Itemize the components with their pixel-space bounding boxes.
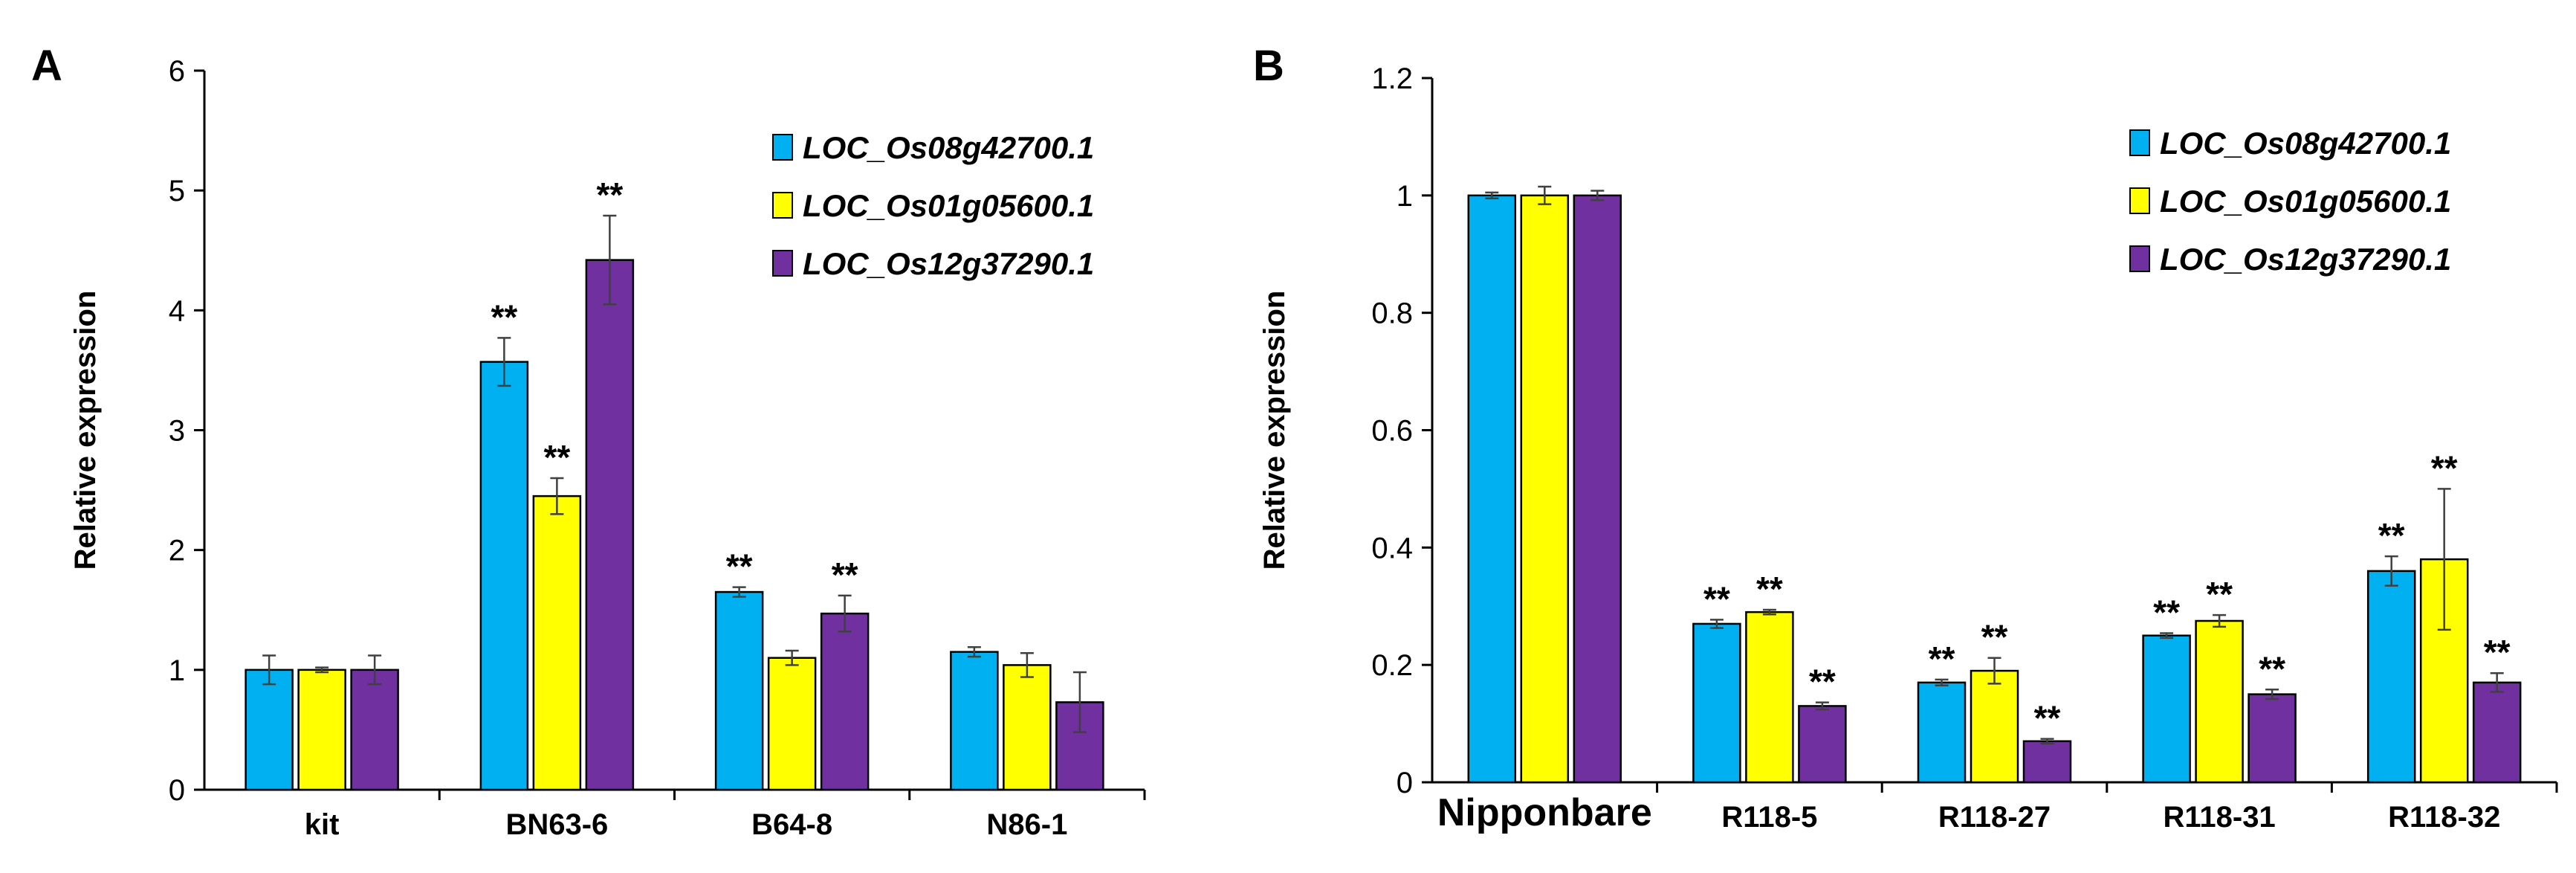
y-tick-label: 0.4 bbox=[1371, 532, 1413, 564]
x-tick-label: R118-32 bbox=[2388, 801, 2500, 834]
x-tick-label: R118-5 bbox=[1721, 801, 1817, 834]
bar bbox=[479, 361, 529, 791]
y-axis-title: Relative expression bbox=[69, 291, 102, 570]
y-tick-label: 1 bbox=[169, 654, 185, 687]
x-tick-label: R118-31 bbox=[2163, 801, 2275, 834]
legend-label: LOC_Os08g42700.1 bbox=[2160, 126, 2451, 161]
bar bbox=[1520, 194, 1570, 784]
y-tick-label: 5 bbox=[169, 175, 185, 207]
bar bbox=[297, 669, 346, 791]
y-tick-label: 2 bbox=[169, 535, 185, 567]
bar bbox=[532, 495, 582, 791]
legend-swatch bbox=[772, 250, 793, 277]
significance-label: ** bbox=[2259, 649, 2285, 688]
significance-label: ** bbox=[1981, 618, 2008, 657]
significance-label: ** bbox=[596, 175, 623, 214]
legend-swatch bbox=[772, 192, 793, 219]
legend-label: LOC_Os12g37290.1 bbox=[803, 246, 1094, 281]
y-tick-label: 1.2 bbox=[1371, 62, 1413, 95]
bar bbox=[585, 259, 635, 791]
significance-label: ** bbox=[2034, 699, 2061, 738]
legend-swatch bbox=[2129, 187, 2150, 214]
bar bbox=[820, 612, 870, 791]
y-tick-label: 6 bbox=[169, 55, 185, 88]
significance-label: ** bbox=[491, 297, 517, 336]
significance-label: ** bbox=[2378, 516, 2405, 555]
chart-panel-a: 0 1 2 3 4 5 6 Relative expression kit BN63-6 ** ** *… bbox=[69, 55, 1146, 841]
x-tick-label: BN63-6 bbox=[505, 808, 608, 841]
y-tick-label: 0 bbox=[169, 774, 185, 807]
bar bbox=[2195, 619, 2244, 784]
bar bbox=[1745, 611, 1794, 784]
bar bbox=[950, 651, 999, 791]
bar bbox=[1003, 664, 1052, 791]
significance-label: ** bbox=[543, 438, 570, 477]
significance-label: ** bbox=[2153, 593, 2180, 632]
bar bbox=[350, 669, 399, 791]
panel-b-letter: B bbox=[1253, 42, 1284, 90]
y-tick-label: 4 bbox=[169, 294, 185, 327]
legend-label: LOC_Os01g05600.1 bbox=[803, 188, 1094, 223]
bar bbox=[1467, 194, 1517, 784]
x-tick-label: Nipponbare bbox=[1437, 791, 1652, 834]
y-tick-label: 0.2 bbox=[1371, 649, 1413, 682]
bar bbox=[1917, 681, 1967, 784]
bar bbox=[2472, 681, 2522, 784]
chart-panel-b: 0 0.2 0.4 0.6 0.8 1 1.2 Relative expression Nipp… bbox=[1258, 62, 2558, 834]
bar bbox=[2142, 634, 2191, 784]
significance-label: ** bbox=[1809, 663, 1836, 701]
significance-label: ** bbox=[726, 547, 753, 586]
significance-label: ** bbox=[1756, 570, 1783, 608]
significance-label: ** bbox=[832, 555, 858, 594]
significance-label: ** bbox=[2206, 575, 2233, 613]
y-tick-label: 1 bbox=[1397, 180, 1413, 213]
y-tick-label: 0 bbox=[1397, 767, 1413, 799]
y-tick-label: 0.8 bbox=[1371, 297, 1413, 330]
legend-swatch bbox=[2129, 245, 2150, 272]
bar bbox=[2366, 570, 2416, 784]
x-tick-label: B64-8 bbox=[751, 808, 832, 841]
x-tick-label: N86-1 bbox=[986, 808, 1067, 841]
legend-label: LOC_Os08g42700.1 bbox=[803, 130, 1094, 165]
bar bbox=[1970, 669, 2019, 784]
legend-swatch bbox=[772, 134, 793, 161]
bar bbox=[767, 657, 817, 791]
legend-label: LOC_Os12g37290.1 bbox=[2160, 242, 2451, 277]
significance-label: ** bbox=[1703, 579, 1730, 618]
bar bbox=[1573, 194, 1622, 784]
significance-label: ** bbox=[2484, 633, 2511, 671]
bar bbox=[1692, 622, 1741, 784]
legend-label: LOC_Os01g05600.1 bbox=[2160, 184, 2451, 219]
significance-label: ** bbox=[1929, 640, 1955, 678]
y-axis-title: Relative expression bbox=[1258, 291, 1291, 570]
x-tick-label: kit bbox=[305, 808, 340, 841]
panel-a-letter: A bbox=[31, 42, 62, 90]
x-tick-label: R118-27 bbox=[1938, 801, 2051, 834]
legend-swatch bbox=[2129, 129, 2150, 156]
bar bbox=[714, 590, 764, 791]
bar bbox=[1798, 705, 1847, 784]
bar bbox=[245, 669, 294, 791]
y-tick-label: 3 bbox=[169, 415, 185, 448]
significance-label: ** bbox=[2431, 448, 2458, 487]
y-tick-label: 0.6 bbox=[1371, 415, 1413, 448]
bar bbox=[2022, 740, 2072, 784]
bar bbox=[2247, 693, 2297, 784]
